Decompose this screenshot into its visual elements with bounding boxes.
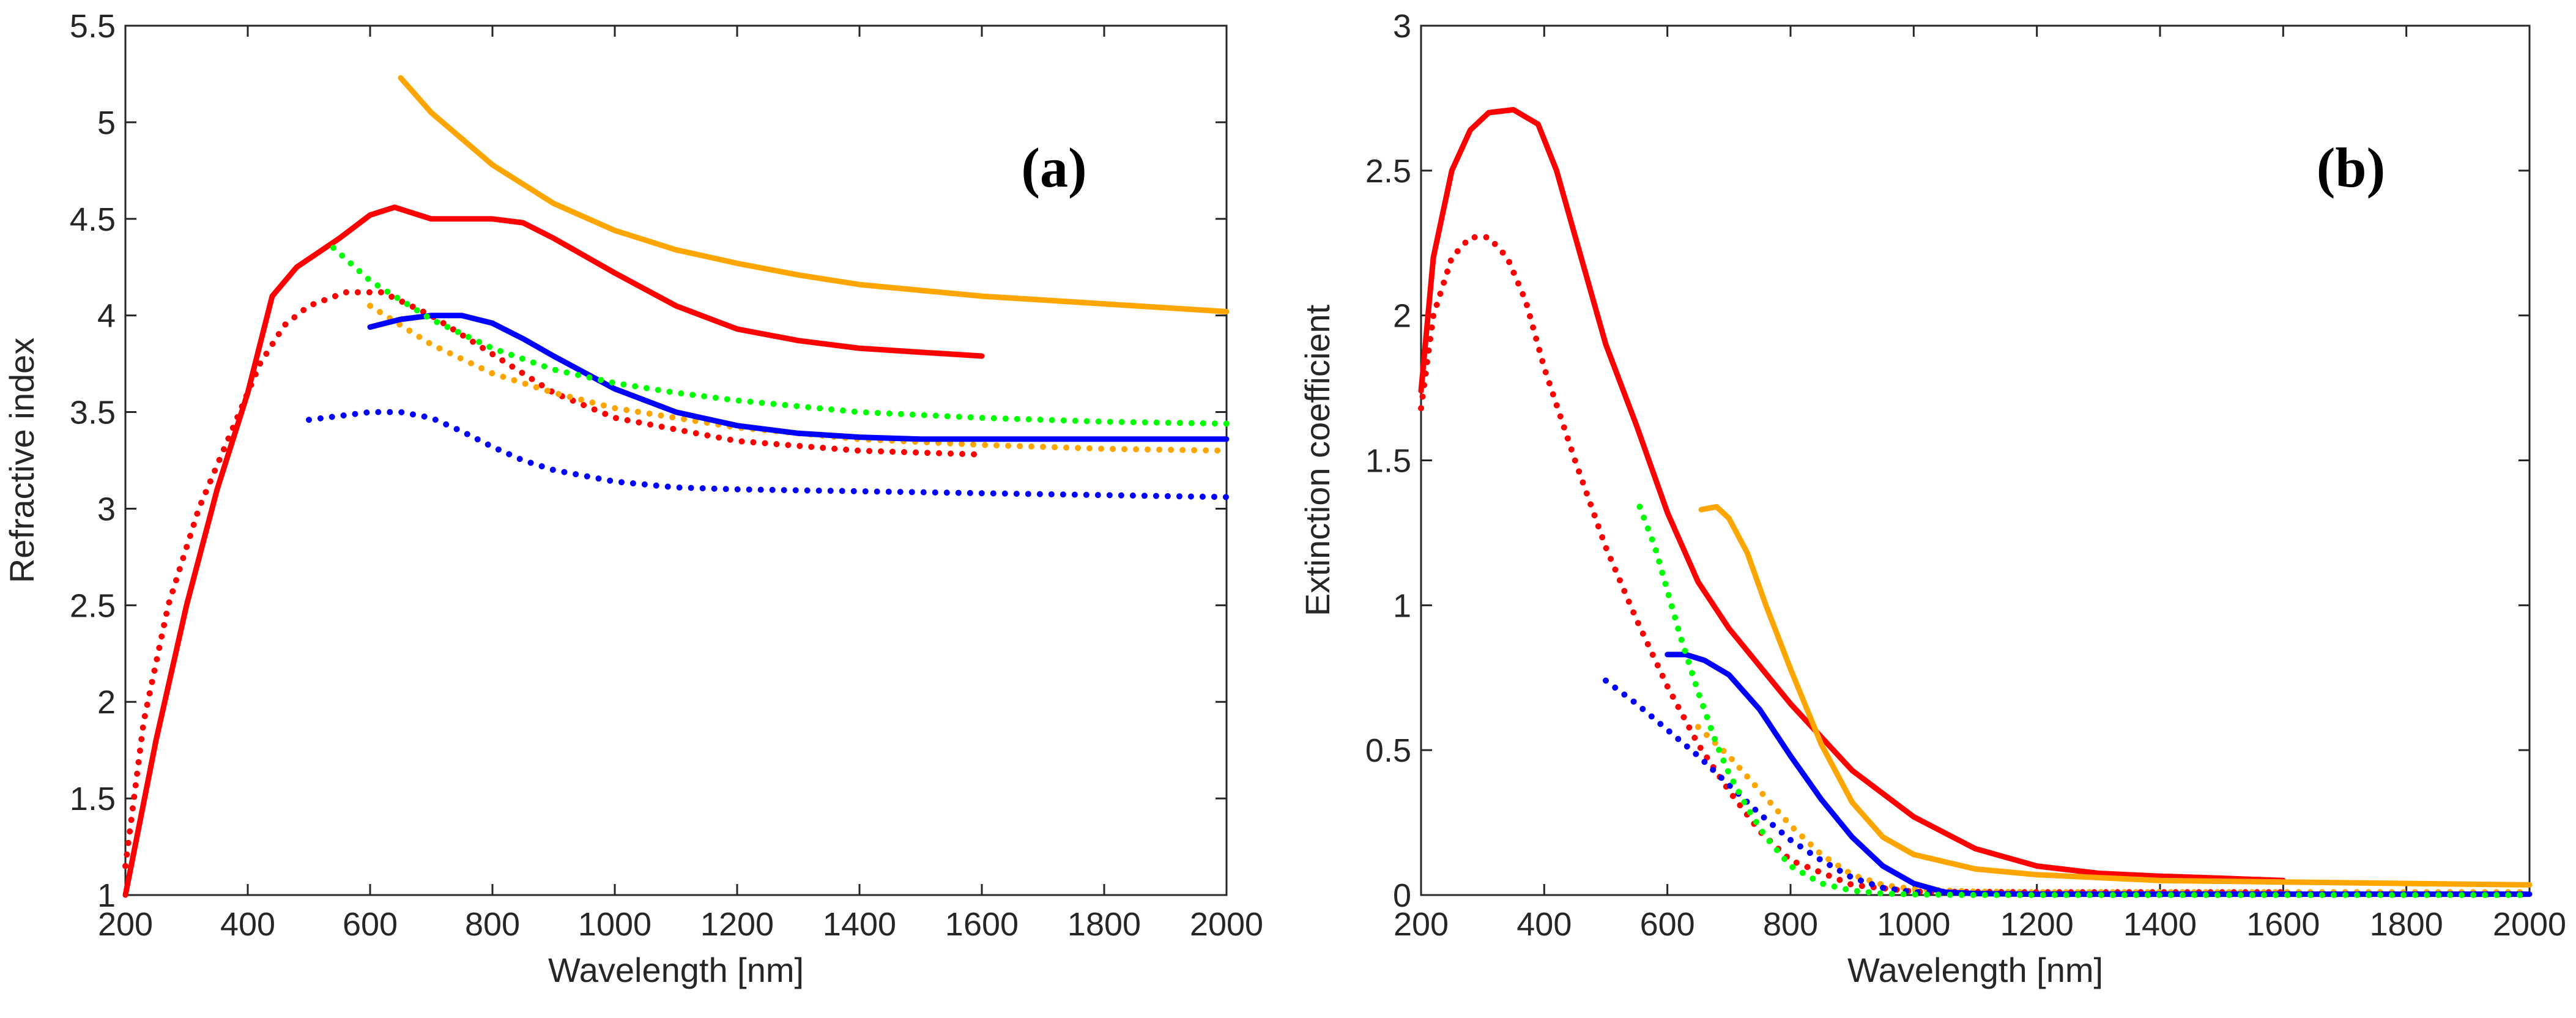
y-tick-label: 4.5: [70, 201, 116, 238]
y-tick-label: 4: [97, 298, 116, 335]
y-tick-label: 5.5: [70, 8, 116, 45]
series-line-orange-dotted: [367, 302, 1230, 454]
x-tick-label: 200: [1394, 906, 1449, 943]
y-axis-label: Extinction coefficient: [1298, 304, 1337, 616]
x-tick-label: 400: [220, 906, 275, 943]
x-tick-label: 400: [1516, 906, 1572, 943]
series-line-blue-solid: [367, 313, 1230, 442]
y-tick-label: 2: [97, 684, 116, 721]
series-line-red-dotted: [122, 289, 985, 869]
y-tick-label: 1: [97, 877, 116, 914]
y-axis-label: Refractive index: [2, 338, 41, 584]
series-line-red-dotted: [1418, 234, 2287, 896]
plot-area-frame: [1420, 24, 2531, 896]
y-tick-label: 2.5: [70, 587, 116, 624]
x-tick-label: 1000: [578, 906, 651, 943]
x-axis-label: Wavelength [nm]: [1847, 951, 2103, 989]
x-tick-label: 1200: [2000, 906, 2074, 943]
series-line-orange-solid: [398, 75, 1230, 314]
panel-a-chart: 200 400 600 800 1000 1200 1400 1600 1800 2000 1 1.5…: [2, 8, 1263, 989]
x-tick-label: 200: [98, 906, 153, 943]
y-tick-label: 1: [1393, 587, 1411, 624]
panel-label: (b): [2317, 136, 2385, 199]
x-tick-label: 1400: [823, 906, 896, 943]
x-axis-label: Wavelength [nm]: [548, 951, 804, 989]
series-line-blue-dotted: [306, 409, 1230, 500]
series-line-blue-solid: [1665, 652, 2533, 897]
y-tick-label: 1.5: [1365, 443, 1411, 480]
y-tick-label: 3: [97, 491, 116, 527]
y-tick-label: 5: [97, 105, 116, 141]
x-tick-label: 800: [465, 906, 520, 943]
x-tick-label: 1800: [2370, 906, 2443, 943]
y-tick-label: 3.5: [70, 395, 116, 431]
x-tick-label: 1200: [700, 906, 774, 943]
y-tick-label: 0: [1393, 877, 1411, 914]
series-line-red-solid: [1418, 106, 2286, 883]
x-tick-label: 1600: [2246, 906, 2320, 943]
y-tick-label: 3: [1393, 8, 1411, 45]
x-tick-label: 800: [1763, 906, 1818, 943]
panel-label: (a): [1021, 136, 1086, 199]
panel-b-chart: 200 400 600 800 1000 1200 1400 1600 1800 2000 0 0.5…: [1298, 8, 2566, 989]
plot-area-frame: [124, 24, 1228, 896]
y-tick-label: 2.5: [1365, 153, 1411, 190]
x-tick-label: 600: [1640, 906, 1695, 943]
x-tick-label: 1600: [945, 906, 1019, 943]
series-line-orange-solid: [1698, 503, 2533, 888]
x-tick-label: 1400: [2123, 906, 2197, 943]
series-line-green-dotted: [330, 245, 1230, 427]
x-tick-label: 1000: [1877, 906, 1950, 943]
x-tick-label: 1800: [1067, 906, 1141, 943]
series-line-blue-dotted: [1603, 677, 2533, 897]
x-tick-label: 2000: [1190, 906, 1263, 943]
x-tick-label: 2000: [2493, 906, 2566, 943]
y-tick-label: 2: [1393, 298, 1411, 335]
y-tick-label: 1.5: [70, 781, 116, 817]
series-line-red-solid: [122, 204, 985, 898]
x-tick-label: 600: [343, 906, 398, 943]
y-tick-label: 0.5: [1365, 732, 1411, 769]
